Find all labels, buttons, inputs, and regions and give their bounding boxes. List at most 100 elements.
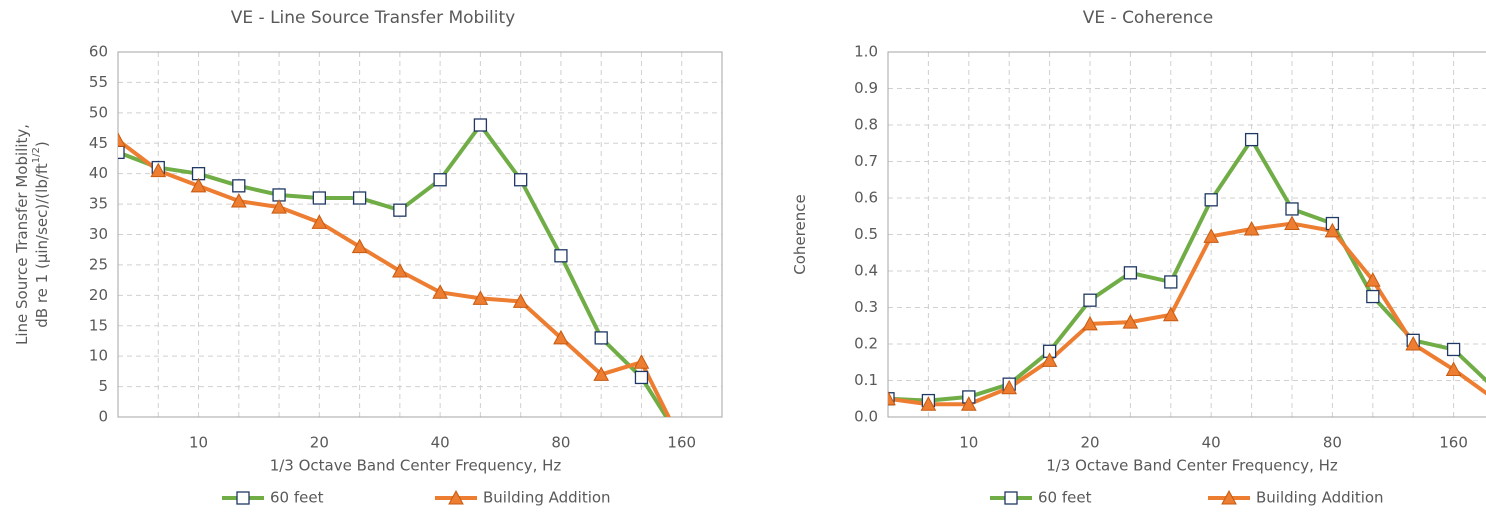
marker xyxy=(473,118,488,132)
x-tick-label: 40 xyxy=(431,434,450,452)
y-label-line: ) xyxy=(33,141,51,147)
x-tick-label: 20 xyxy=(1080,434,1099,452)
marker xyxy=(1004,491,1018,505)
x-axis-label: 1/3 Octave Band Center Frequency, Hz xyxy=(1046,457,1338,475)
marker xyxy=(1162,306,1179,322)
marker xyxy=(1041,352,1058,367)
y-tick-label: 0.2 xyxy=(854,335,878,353)
marker xyxy=(1164,275,1178,289)
y-tick-label: 30 xyxy=(89,225,108,243)
y-label-line: Line Source Transfer Mobility, xyxy=(13,124,31,345)
marker xyxy=(190,177,207,193)
marker xyxy=(271,199,287,214)
y-tick-label: 20 xyxy=(89,286,108,304)
marker xyxy=(920,396,937,411)
y-axis-label: Coherence xyxy=(791,194,809,274)
plot-border xyxy=(117,51,723,418)
y-tick-label: 0.9 xyxy=(854,79,878,97)
marker xyxy=(236,491,250,505)
y-tick-label: 0.7 xyxy=(854,152,878,170)
y-tick-label: 35 xyxy=(89,195,108,213)
x-tick-label: 10 xyxy=(959,434,978,452)
marker xyxy=(393,203,407,217)
series-line xyxy=(888,137,1486,403)
marker xyxy=(1244,132,1259,147)
plot xyxy=(118,118,671,417)
y-tick-label: 0.1 xyxy=(854,371,878,389)
marker xyxy=(553,329,569,345)
marker xyxy=(118,132,126,147)
marker xyxy=(118,145,125,160)
marker xyxy=(1204,193,1218,207)
marker xyxy=(351,238,368,254)
y-label-line: dB re 1 (µin/sec)/(lb/ft xyxy=(33,163,51,328)
marker xyxy=(433,173,447,187)
marker xyxy=(1082,315,1098,331)
marker xyxy=(150,162,167,178)
marker xyxy=(1284,215,1300,231)
y-tick-label: 0.3 xyxy=(854,298,878,316)
y-tick-label: 55 xyxy=(89,73,108,91)
x-axis-label: 1/3 Octave Band Center Frequency, Hz xyxy=(270,457,562,475)
y-tick-label: 40 xyxy=(89,164,108,182)
y-tick-label: 15 xyxy=(89,316,108,334)
marker xyxy=(512,293,529,308)
marker xyxy=(392,262,408,278)
chart-title: VE - Coherence xyxy=(1083,8,1213,28)
y-tick-label: 0.5 xyxy=(854,225,878,243)
y-tick-label: 25 xyxy=(89,255,108,273)
marker xyxy=(1405,335,1422,351)
marker xyxy=(1445,361,1462,377)
legend-label: Building Addition xyxy=(483,489,611,507)
y-tick-label: 10 xyxy=(89,347,108,365)
marker xyxy=(554,249,568,263)
marker xyxy=(1243,220,1260,236)
y-tick-label: 60 xyxy=(89,43,108,61)
y-tick-label: 0.8 xyxy=(854,116,878,134)
marker xyxy=(1364,272,1381,287)
marker xyxy=(1324,222,1341,238)
marker xyxy=(1203,228,1220,243)
x-tick-label: 10 xyxy=(189,434,208,452)
marker xyxy=(634,370,649,385)
y-tick-label: 0 xyxy=(98,408,108,426)
marker xyxy=(352,191,367,205)
legend-label: 60 feet xyxy=(1038,489,1092,507)
marker xyxy=(1285,202,1299,216)
series-line xyxy=(888,221,1486,407)
chart-left: VE - Line Source Transfer Mobility 0 5 10 15… xyxy=(13,8,723,507)
marker xyxy=(514,173,528,187)
marker xyxy=(594,331,608,345)
y-axis-label: Line Source Transfer Mobility, dB re 1 (µ… xyxy=(13,124,51,345)
x-tick-label: 80 xyxy=(551,434,570,452)
y-tick-label: 5 xyxy=(98,377,108,395)
marker xyxy=(1366,289,1380,304)
marker xyxy=(888,390,896,406)
marker xyxy=(232,179,246,193)
x-tick-label: 20 xyxy=(310,434,329,452)
marker xyxy=(593,366,610,381)
chart-right: VE - Coherence 0.0 0.1 0.2 0.3 0.4 0.5 0.6 0.7 0.… xyxy=(791,8,1486,507)
legend-label: Building Addition xyxy=(1256,489,1384,507)
marker xyxy=(311,214,328,229)
y-tick-label: 0.6 xyxy=(854,189,878,207)
marker xyxy=(633,354,650,369)
marker xyxy=(432,284,448,299)
plot-border xyxy=(887,51,1486,418)
marker xyxy=(1122,314,1139,329)
y-tick-label: 45 xyxy=(89,134,108,152)
marker xyxy=(1123,266,1138,280)
x-tick-label: 80 xyxy=(1323,434,1342,452)
x-tick-label: 160 xyxy=(1439,434,1468,452)
marker xyxy=(1001,379,1018,395)
marker xyxy=(1446,342,1461,357)
marker xyxy=(472,290,489,305)
marker xyxy=(230,192,247,208)
marker xyxy=(1083,293,1097,307)
marker xyxy=(448,489,464,505)
y-tick-label: 0.4 xyxy=(854,262,878,280)
x-tick-label: 160 xyxy=(667,434,696,452)
legend-label: 60 feet xyxy=(270,489,324,507)
chart-title: VE - Line Source Transfer Mobility xyxy=(231,8,515,28)
